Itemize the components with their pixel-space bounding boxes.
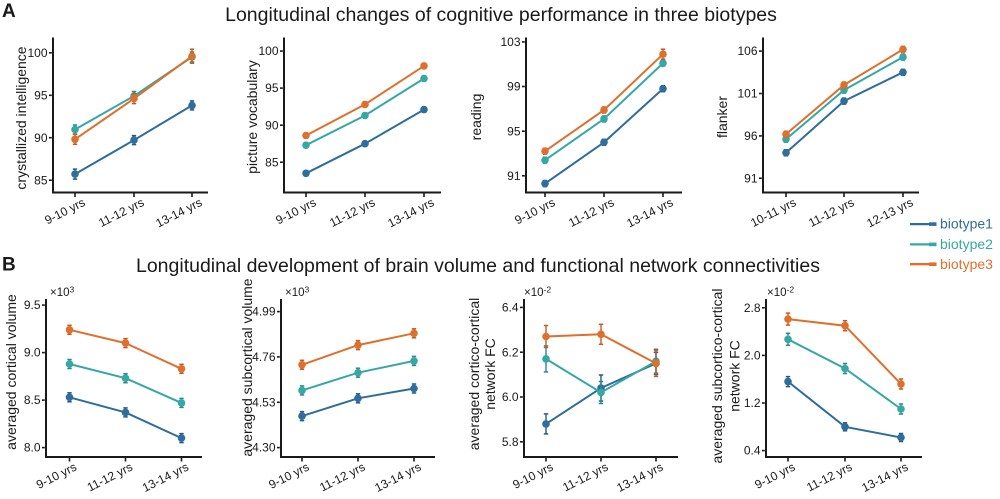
svg-text:network FC: network FC [482, 338, 498, 410]
svg-text:flanker: flanker [714, 96, 730, 138]
svg-text:×103: ×103 [50, 285, 75, 300]
svg-text:6.0: 6.0 [502, 390, 519, 404]
svg-text:95: 95 [265, 81, 279, 95]
svg-text:5.8: 5.8 [502, 435, 519, 449]
svg-text:106: 106 [737, 44, 757, 58]
svg-text:network FC: network FC [727, 340, 743, 412]
svg-text:91: 91 [744, 171, 758, 185]
svg-text:90: 90 [34, 131, 48, 145]
svg-text:95: 95 [507, 124, 521, 138]
svg-text:91: 91 [507, 169, 521, 183]
svg-text:reading: reading [468, 94, 484, 141]
svg-text:averaged cortical volume: averaged cortical volume [3, 294, 19, 450]
svg-text:85: 85 [265, 155, 279, 169]
svg-text:biotype1: biotype1 [940, 216, 993, 232]
svg-text:2.0: 2.0 [744, 349, 761, 363]
svg-text:averaged subcortico-cortical: averaged subcortico-cortical [709, 288, 725, 463]
svg-text:averaged subcortical volume: averaged subcortical volume [239, 278, 255, 456]
svg-text:8.5: 8.5 [24, 393, 41, 407]
svg-text:1.2: 1.2 [744, 396, 761, 410]
svg-text:9.0: 9.0 [24, 346, 41, 360]
svg-text:crystallized intelligence: crystallized intelligence [13, 46, 29, 189]
svg-text:Longitudinal development of br: Longitudinal development of brain volume… [136, 255, 820, 277]
svg-text:6.2: 6.2 [502, 345, 519, 359]
svg-text:85: 85 [34, 173, 48, 187]
svg-text:96: 96 [744, 129, 758, 143]
svg-text:100: 100 [27, 46, 47, 60]
svg-text:2.8: 2.8 [744, 301, 761, 315]
svg-text:101: 101 [737, 87, 757, 101]
svg-text:×103: ×103 [285, 285, 310, 300]
svg-text:100: 100 [258, 44, 278, 58]
svg-text:103: 103 [500, 35, 520, 49]
svg-text:averaged cortico-cortical: averaged cortico-cortical [466, 298, 482, 451]
svg-text:99: 99 [507, 80, 521, 94]
svg-text:4.99: 4.99 [252, 305, 276, 319]
svg-text:biotype2: biotype2 [940, 236, 993, 252]
svg-text:6.4: 6.4 [502, 301, 519, 315]
svg-text:90: 90 [265, 118, 279, 132]
svg-text:9.5: 9.5 [24, 298, 41, 312]
svg-text:biotype3: biotype3 [940, 256, 993, 272]
svg-text:Longitudinal changes of cognit: Longitudinal changes of cognitive perfor… [225, 4, 777, 26]
svg-text:4.76: 4.76 [252, 350, 276, 364]
svg-text:0.4: 0.4 [744, 444, 761, 458]
svg-text:picture vocabulary: picture vocabulary [244, 60, 260, 174]
svg-text:8.0: 8.0 [24, 441, 41, 455]
svg-text:95: 95 [34, 88, 48, 102]
svg-text:4.30: 4.30 [252, 441, 276, 455]
svg-text:4.53: 4.53 [252, 395, 276, 409]
svg-text:A: A [2, 1, 16, 22]
svg-text:B: B [2, 255, 16, 276]
